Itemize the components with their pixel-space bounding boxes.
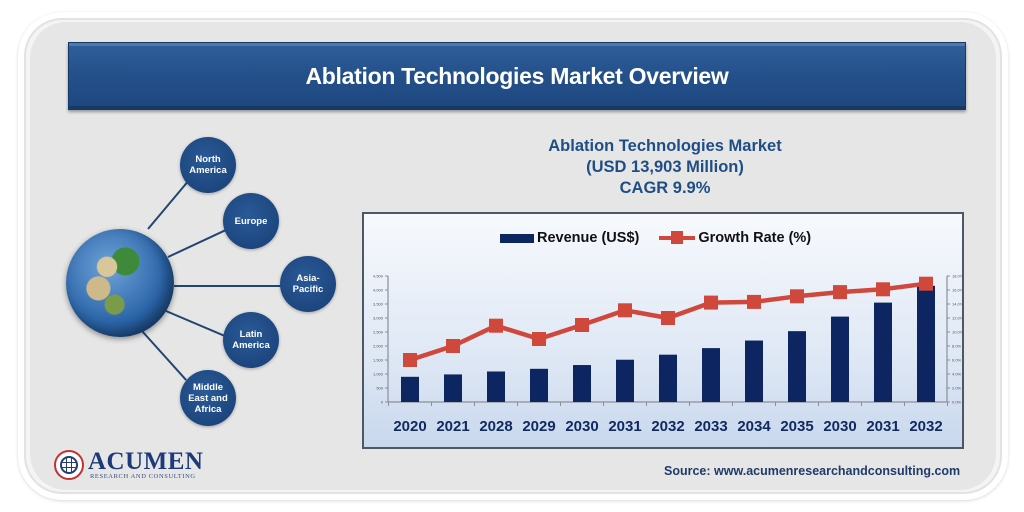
x-axis-label: 2031 xyxy=(866,418,900,435)
svg-text:1,000: 1,000 xyxy=(373,372,384,377)
growth-rate-marker xyxy=(790,289,804,304)
chart-legend: Revenue (US$) Growth Rate (%) xyxy=(500,230,811,246)
revenue-bar xyxy=(702,348,720,402)
x-axis-label: 2029 xyxy=(522,418,556,435)
svg-text:16.0%: 16.0% xyxy=(952,288,964,293)
x-axis-label: 2030 xyxy=(565,418,599,435)
chart-heading-cagr: CAGR 9.9% xyxy=(619,179,711,197)
revenue-bar xyxy=(573,365,591,402)
x-axis-label: 2032 xyxy=(651,418,685,435)
connector-asia-pacific xyxy=(174,285,282,287)
x-axis-label: 2021 xyxy=(436,418,470,435)
line-marker-swatch-icon xyxy=(659,231,696,244)
svg-text:4.0%: 4.0% xyxy=(952,372,962,377)
growth-rate-marker xyxy=(446,339,460,353)
growth-rate-marker xyxy=(618,303,632,318)
revenue-bar xyxy=(530,368,548,402)
revenue-bar xyxy=(616,359,634,402)
svg-text:1,500: 1,500 xyxy=(373,358,384,363)
revenue-bar xyxy=(874,302,892,402)
globe-icon xyxy=(66,229,174,337)
growth-rate-marker xyxy=(489,318,503,333)
page-title: Ablation Technologies Market Overview xyxy=(305,62,729,89)
svg-text:4,000: 4,000 xyxy=(373,288,384,293)
acumen-logo: ACUMEN RESEARCH AND CONSULTING xyxy=(54,447,204,480)
source-citation: Source: www.acumenresearchandconsulting.… xyxy=(664,464,961,478)
svg-text:3,500: 3,500 xyxy=(373,302,384,307)
x-axis-label: 2030 xyxy=(823,418,857,435)
growth-rate-marker xyxy=(876,282,890,297)
svg-text:8.0%: 8.0% xyxy=(952,344,962,349)
svg-text:10.0%: 10.0% xyxy=(952,330,964,335)
svg-text:0: 0 xyxy=(381,400,384,405)
svg-text:14.0%: 14.0% xyxy=(952,302,964,307)
x-axis-label: 2032 xyxy=(909,418,943,435)
logo-globe-icon xyxy=(54,450,84,480)
x-axis-label: 2034 xyxy=(737,418,771,435)
x-axis-label: 2028 xyxy=(479,418,513,435)
legend-revenue: Revenue (US$) xyxy=(500,230,639,246)
svg-text:2,500: 2,500 xyxy=(373,330,384,335)
revenue-bar xyxy=(659,354,677,402)
growth-rate-marker xyxy=(661,311,675,325)
x-axis-label: 2020 xyxy=(393,418,427,435)
logo-name: ACUMEN xyxy=(88,447,204,475)
revenue-bar xyxy=(831,316,849,402)
logo-tagline: RESEARCH AND CONSULTING xyxy=(90,472,196,480)
regions-diagram: North America Europe Asia- Pacific Latin… xyxy=(0,0,360,512)
growth-rate-marker xyxy=(403,353,417,367)
svg-text:500: 500 xyxy=(376,386,383,391)
region-north-america: North America xyxy=(180,137,236,193)
svg-text:12.0%: 12.0% xyxy=(952,316,964,321)
revenue-bar xyxy=(444,374,462,402)
growth-rate-marker xyxy=(575,318,589,332)
svg-text:3,000: 3,000 xyxy=(373,316,384,321)
x-axis-label: 2031 xyxy=(608,418,642,435)
x-axis-label: 2035 xyxy=(780,418,814,435)
svg-text:6.0%: 6.0% xyxy=(952,358,962,363)
chart-heading-value: (USD 13,903 Million) xyxy=(586,158,744,176)
growth-rate-marker xyxy=(833,285,847,300)
svg-text:2.0%: 2.0% xyxy=(952,386,962,391)
bar-swatch-icon xyxy=(500,233,534,243)
revenue-bar xyxy=(788,331,806,402)
revenue-bar xyxy=(745,340,763,402)
chart-container xyxy=(362,212,964,449)
legend-growth-label: Growth Rate (%) xyxy=(698,230,812,246)
region-asia-pacific: Asia- Pacific xyxy=(280,256,336,312)
region-latin-america: Latin America xyxy=(223,312,279,368)
chart-heading: Ablation Technologies Market (USD 13,903… xyxy=(470,136,860,199)
region-europe: Europe xyxy=(223,193,279,249)
chart-heading-market: Ablation Technologies Market xyxy=(548,137,782,155)
legend-revenue-label: Revenue (US$) xyxy=(537,230,640,246)
region-middle-east-africa: Middle East and Africa xyxy=(180,370,236,426)
svg-text:18.0%: 18.0% xyxy=(952,274,964,279)
revenue-bar xyxy=(917,285,935,402)
header-banner: Ablation Technologies Market Overview xyxy=(68,42,966,110)
svg-text:2,000: 2,000 xyxy=(373,344,384,349)
legend-growth: Growth Rate (%) xyxy=(659,230,811,246)
growth-rate-marker xyxy=(747,294,761,309)
growth-rate-marker xyxy=(704,295,718,310)
svg-text:4,500: 4,500 xyxy=(373,274,384,279)
growth-rate-marker xyxy=(919,276,933,291)
revenue-bar xyxy=(401,376,419,402)
svg-text:0.0%: 0.0% xyxy=(952,400,962,405)
x-axis-label: 2033 xyxy=(694,418,728,435)
growth-rate-marker xyxy=(532,332,546,346)
revenue-bar xyxy=(487,371,505,402)
